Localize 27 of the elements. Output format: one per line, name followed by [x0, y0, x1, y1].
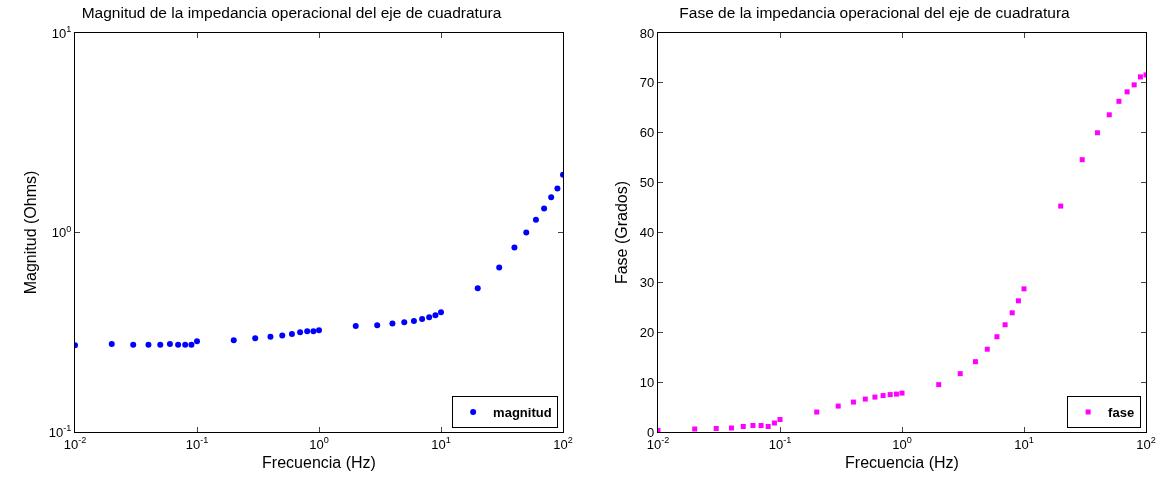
x-tick-label: 10$^{1}$ [431, 435, 451, 452]
x-tick-label: 10$^{2}$ [1136, 435, 1156, 452]
x-tick-label: 10$^{0}$ [309, 435, 329, 452]
y-tick-label: 10$^{1}$ [51, 24, 72, 41]
legend-label: fase [1108, 405, 1135, 421]
x-tick-label: 10$^{-1}$ [185, 435, 209, 452]
y-tick-label: 70 [639, 75, 655, 91]
y-tick-label: 20 [639, 324, 655, 340]
x-axis-title: Frecuencia (Hz) [845, 454, 959, 472]
x-tick-label: 10$^{0}$ [892, 435, 912, 452]
y-axis-title: Fase (Grados) [612, 180, 630, 285]
x-tick-label: 10$^{-1}$ [768, 435, 792, 452]
x-axis-title: Frecuencia (Hz) [262, 454, 376, 472]
y-tick-label: 40 [639, 225, 655, 241]
y-tick-label: 80 [639, 25, 655, 41]
legend-label: magnitud [493, 405, 552, 421]
x-tick-label: 10$^{1}$ [1014, 435, 1034, 452]
y-tick-label: 10$^{0}$ [51, 223, 72, 241]
y-axis-title: Magnitud (Ohms) [21, 170, 39, 295]
y-tick-label: 0 [647, 424, 655, 440]
y-tick-label: 30 [639, 274, 655, 290]
y-tick-label: 50 [639, 175, 655, 191]
chart-title: Fase de la impedancia operacional del eje de cuadratura [679, 4, 1071, 22]
y-tick-label: 60 [639, 125, 655, 141]
x-tick-label: 10$^{2}$ [553, 435, 573, 452]
y-tick-label: 10 [639, 374, 655, 390]
chart-title: Magnitud de la impedancia operacional del eje de cuadratura [81, 4, 502, 22]
